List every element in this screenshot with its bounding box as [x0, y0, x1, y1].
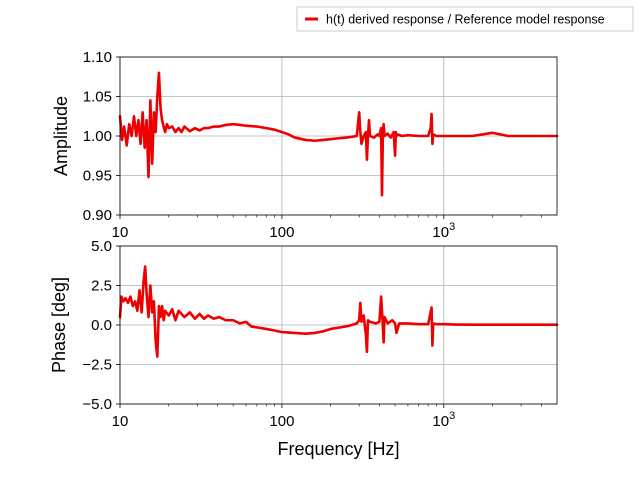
- amplitude-y-ticks: 0.90 0.95 1.00 1.05 1.10: [83, 49, 120, 224]
- series-line: [118, 71, 559, 197]
- y-tick-label: −2.5: [82, 357, 112, 374]
- amplitude-grid: [119, 56, 557, 216]
- x-tick-label: 10: [112, 413, 129, 430]
- legend: h(t) derived response / Reference model …: [296, 6, 634, 32]
- y-tick-label: 0.90: [83, 207, 112, 224]
- amplitude-panel: 0.90 0.95 1.00 1.05 1.10 10 100 103 Amplitude: [51, 49, 559, 241]
- x-tick-label: 100: [269, 413, 294, 430]
- y-tick-label: 2.5: [91, 278, 112, 295]
- phase-series: [118, 265, 559, 358]
- y-tick-label: 0.0: [91, 317, 112, 334]
- legend-box: [296, 6, 634, 32]
- phase-y-axis-label: Phase [deg]: [49, 277, 69, 373]
- amplitude-x-ticks: 10 100 103: [112, 215, 542, 241]
- series-line: [118, 265, 559, 358]
- y-tick-label: 5.0: [91, 238, 112, 255]
- x-tick-label: 10: [112, 224, 129, 241]
- y-tick-label: −5.0: [82, 396, 112, 413]
- legend-label: h(t) derived response / Reference model …: [326, 13, 605, 27]
- x-tick-label: 100: [269, 224, 294, 241]
- phase-panel: −5.0 −2.5 0.0 2.5 5.0 10 100 103 Phase [deg] F…: [49, 238, 559, 459]
- amplitude-y-axis-label: Amplitude: [51, 96, 71, 176]
- phase-x-ticks: 10 100 103: [112, 404, 542, 430]
- y-tick-label: 1.10: [83, 49, 112, 66]
- y-tick-label: 1.00: [83, 128, 112, 145]
- x-axis-label: Frequency [Hz]: [277, 439, 399, 459]
- y-tick-label: 1.05: [83, 89, 112, 106]
- x-tick-label: 103: [432, 221, 455, 241]
- x-tick-label: 103: [432, 410, 455, 430]
- y-tick-label: 0.95: [83, 168, 112, 185]
- phase-y-ticks: −5.0 −2.5 0.0 2.5 5.0: [82, 238, 120, 413]
- amplitude-series: [118, 71, 559, 197]
